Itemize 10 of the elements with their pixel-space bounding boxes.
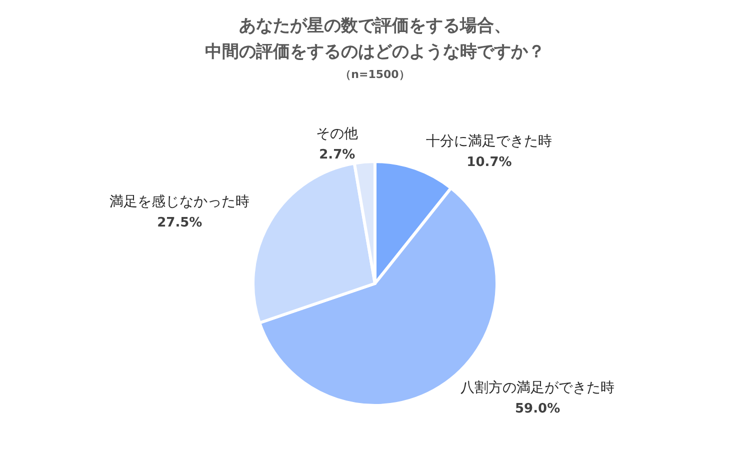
slice-label: 八割方の満足ができた時 <box>460 380 615 396</box>
data-label: 59.0% <box>515 401 560 416</box>
slice-label: 十分に満足できた時 <box>426 133 552 150</box>
chart-title: あなたが星の数で評価をする場合、中間の評価をするのはどのような時ですか？ <box>205 16 545 62</box>
slice-label: その他 <box>316 126 358 142</box>
data-label: 2.7% <box>319 148 356 163</box>
chart-subtitle: （n=1500） <box>340 68 410 81</box>
data-label: 10.7% <box>466 154 512 170</box>
slice-label: 満足を感じなかった時 <box>110 194 250 210</box>
data-label: 27.5% <box>157 215 202 230</box>
